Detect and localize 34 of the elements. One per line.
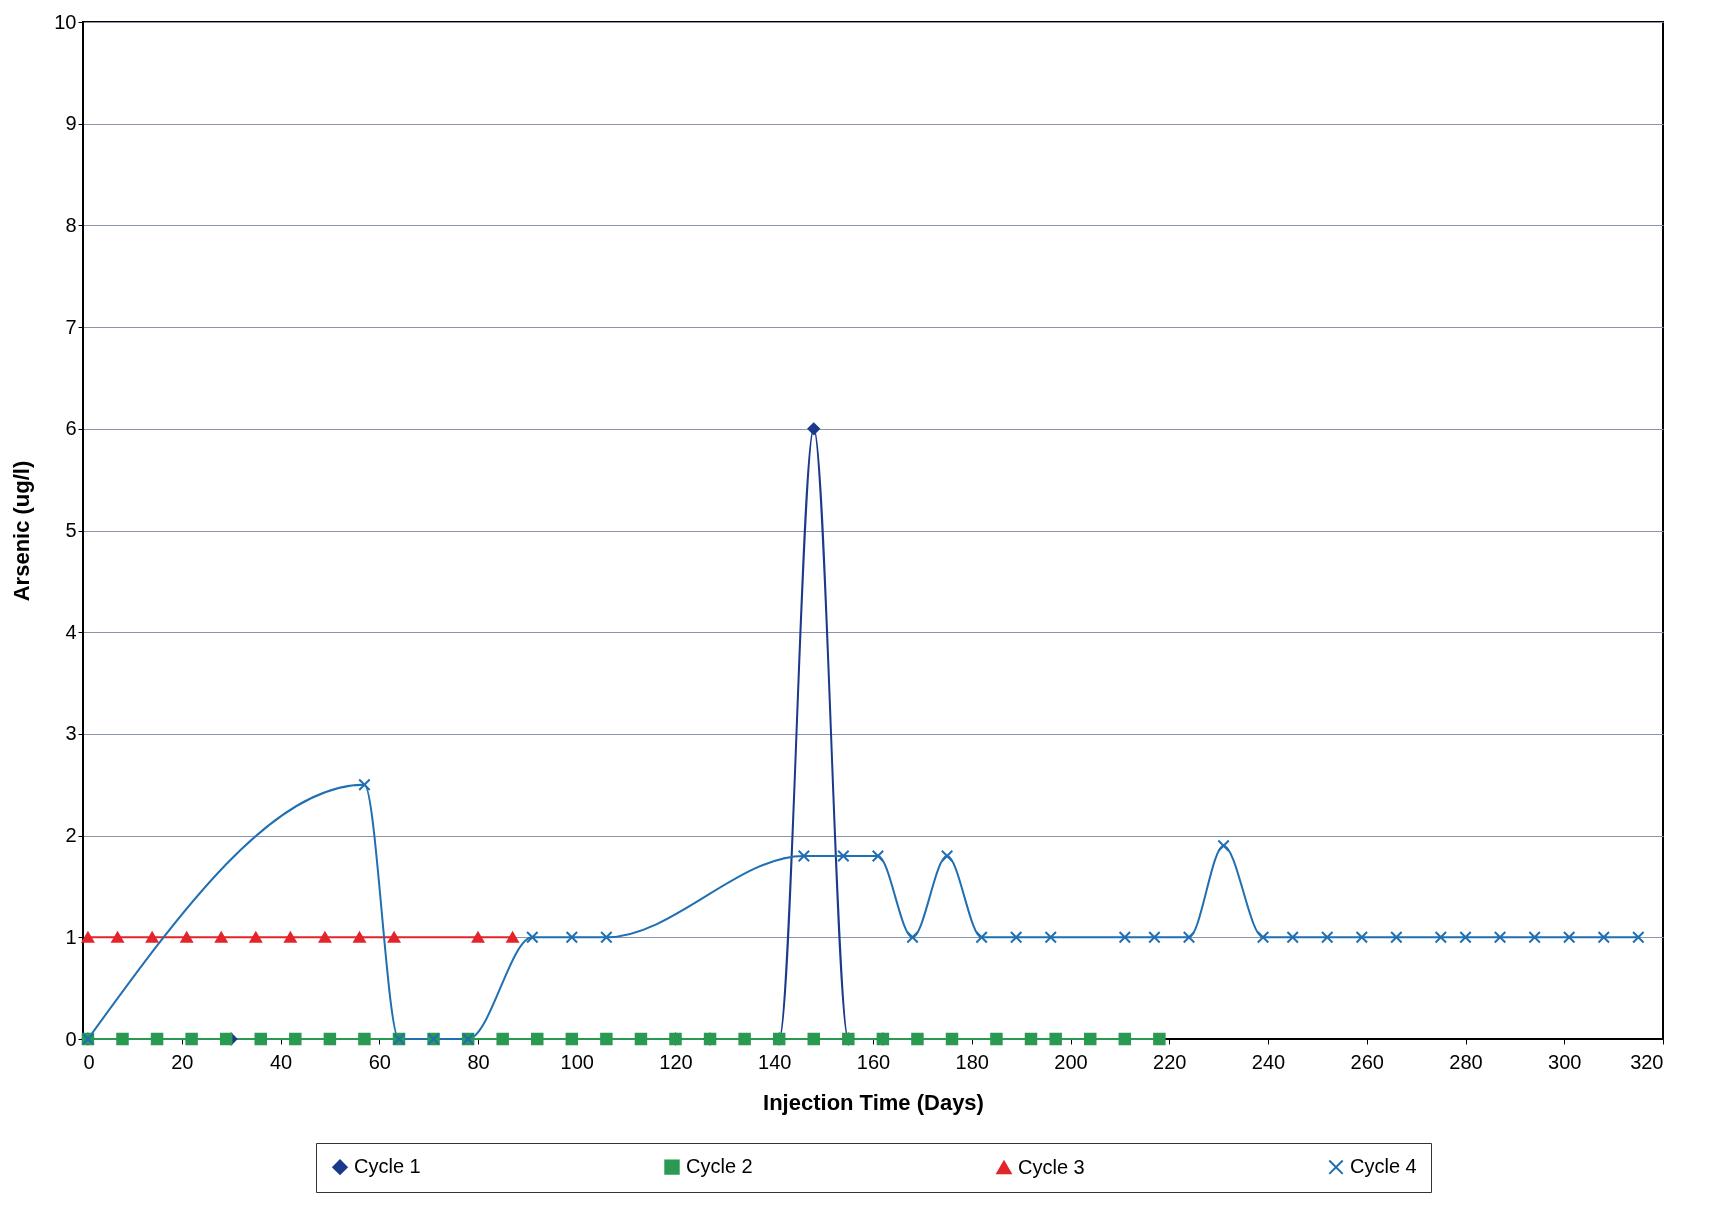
- y-axis-title: Arsenic (ug/l): [9, 460, 35, 602]
- y-tick-label: 8: [65, 213, 77, 236]
- y-tick-label: 2: [65, 824, 77, 847]
- x-tick-label: 160: [856, 1050, 891, 1073]
- x-tick-label: 20: [171, 1050, 194, 1073]
- x-tick-label: 100: [560, 1050, 594, 1073]
- y-tick-label: 3: [65, 722, 77, 745]
- x-tick-label: 200: [1054, 1050, 1088, 1073]
- x-tick-label: 280: [1449, 1050, 1483, 1073]
- x-tick-label: 180: [955, 1050, 989, 1073]
- x-tick-label: 300: [1548, 1050, 1582, 1073]
- legend-label: Cycle 3: [1018, 1155, 1085, 1178]
- y-tick-label: 5: [65, 519, 77, 541]
- legend-label: Cycle 2: [686, 1155, 753, 1178]
- x-tick-label: 120: [659, 1050, 693, 1073]
- y-tick-label: 7: [65, 315, 77, 338]
- x-tick-label: 220: [1153, 1050, 1187, 1073]
- y-tick-label: 1: [65, 925, 77, 948]
- x-tick-label: 80: [467, 1050, 490, 1073]
- legend-label: Cycle 4: [1350, 1155, 1417, 1178]
- x-tick-label: 40: [269, 1050, 293, 1073]
- x-tick-label: 60: [368, 1050, 391, 1073]
- x-axis-title: Injection Time (Days): [763, 1089, 984, 1115]
- legend-label: Cycle 1: [354, 1155, 421, 1178]
- x-tick-label: 320: [1630, 1050, 1664, 1073]
- y-tick-label: 6: [65, 417, 77, 440]
- x-tick-label: 260: [1350, 1050, 1384, 1073]
- y-tick-label: 0: [65, 1027, 77, 1050]
- x-tick-label: 240: [1251, 1050, 1286, 1073]
- y-tick-label: 4: [65, 620, 77, 643]
- x-tick-label: 140: [758, 1050, 792, 1073]
- y-tick-label: 10: [54, 10, 77, 33]
- y-tick-label: 9: [65, 112, 77, 135]
- x-tick-label: 0: [83, 1050, 95, 1073]
